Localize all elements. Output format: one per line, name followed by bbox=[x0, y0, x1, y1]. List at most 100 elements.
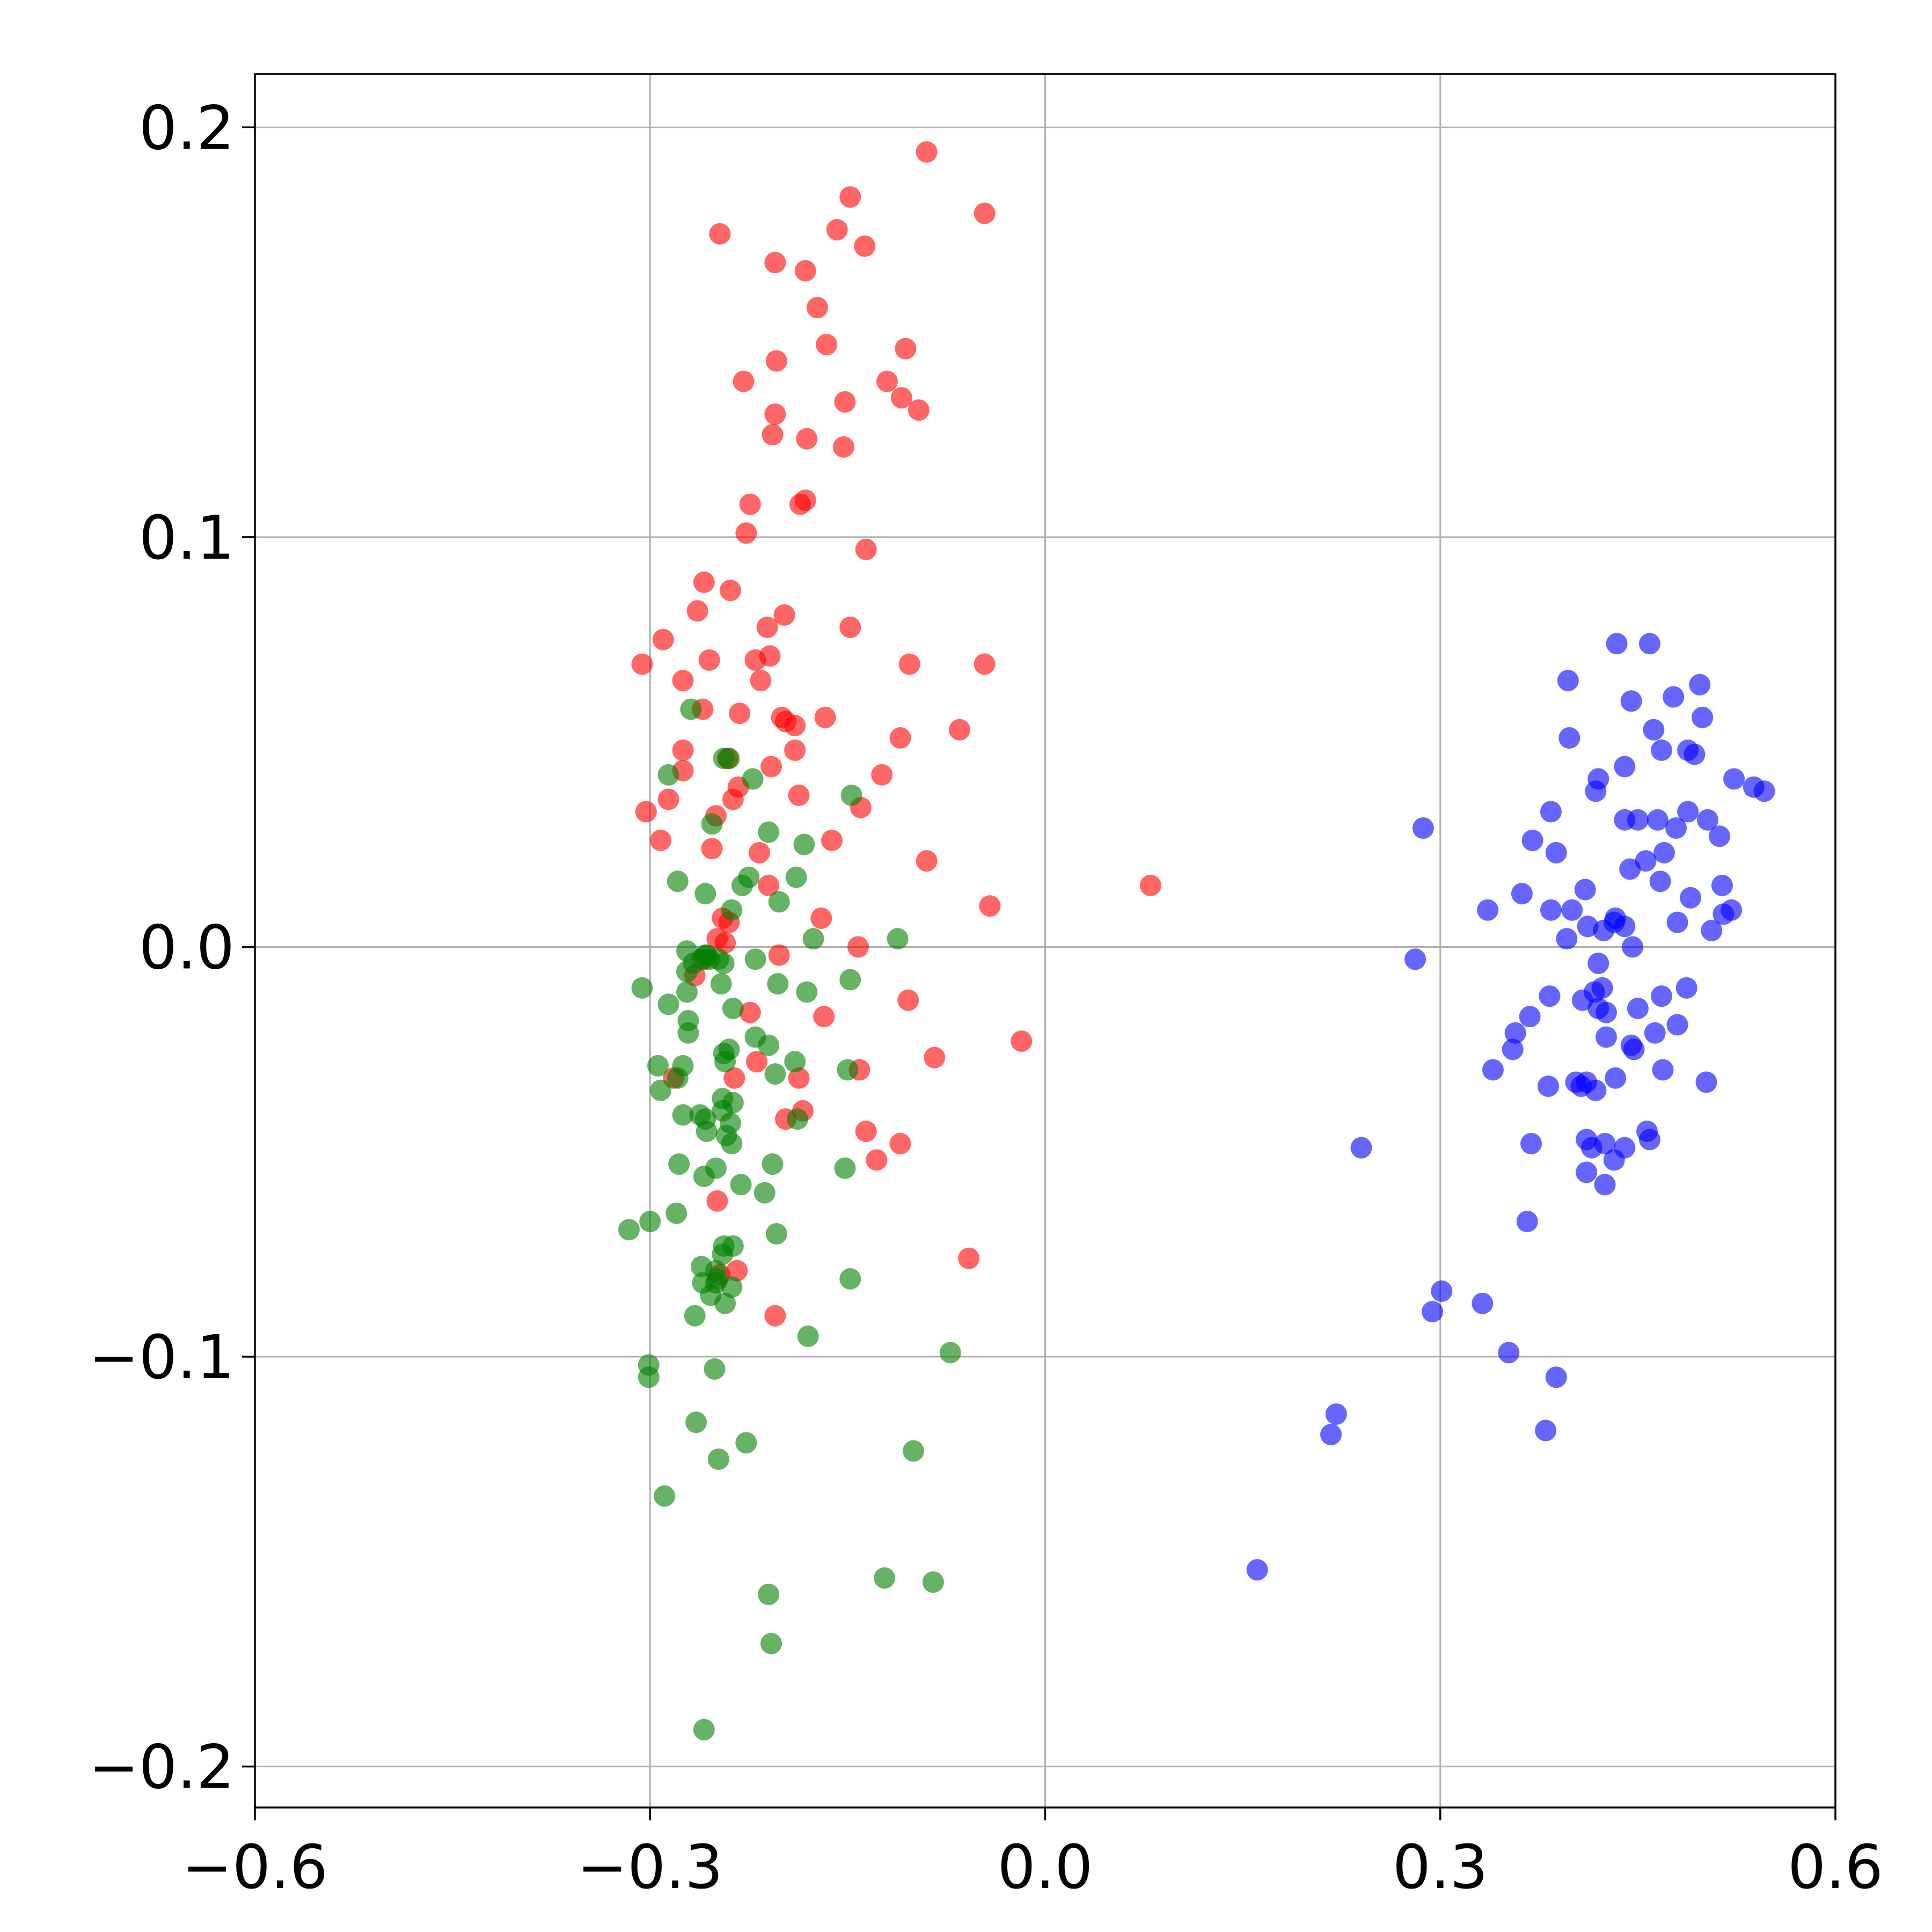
data-point bbox=[979, 895, 1001, 917]
x-tick-label: 0.0 bbox=[997, 1833, 1093, 1902]
data-point bbox=[1516, 1211, 1538, 1233]
data-point bbox=[1753, 780, 1775, 802]
data-point bbox=[748, 841, 770, 863]
data-point bbox=[753, 1182, 775, 1204]
data-point bbox=[693, 1718, 715, 1740]
data-point bbox=[1557, 670, 1579, 692]
data-point bbox=[847, 936, 869, 958]
data-point bbox=[855, 538, 877, 560]
y-tick-label: −0.2 bbox=[89, 1733, 235, 1803]
data-point bbox=[1431, 1280, 1453, 1302]
points bbox=[618, 141, 1775, 1740]
data-point bbox=[908, 399, 930, 421]
data-point bbox=[1537, 1075, 1559, 1097]
data-point bbox=[676, 961, 698, 983]
data-point bbox=[814, 706, 836, 728]
data-point bbox=[685, 1411, 707, 1433]
data-point bbox=[897, 989, 919, 1011]
data-point bbox=[680, 698, 702, 720]
data-point bbox=[1574, 879, 1596, 901]
data-point bbox=[1593, 919, 1615, 941]
data-point bbox=[1689, 674, 1711, 696]
data-point bbox=[1011, 1030, 1033, 1052]
data-point bbox=[1646, 809, 1668, 831]
data-point bbox=[631, 977, 653, 999]
y-tick-label: 0.0 bbox=[139, 913, 235, 983]
data-point bbox=[652, 628, 674, 650]
data-point bbox=[974, 202, 996, 224]
data-point bbox=[916, 141, 938, 163]
data-point bbox=[788, 1067, 810, 1089]
data-point bbox=[657, 788, 679, 810]
data-point bbox=[1651, 985, 1673, 1007]
data-point bbox=[713, 952, 735, 974]
data-point bbox=[1711, 874, 1733, 896]
data-point bbox=[1680, 887, 1702, 909]
data-point bbox=[1535, 1419, 1557, 1441]
data-point bbox=[739, 1001, 761, 1023]
data-point bbox=[767, 973, 789, 995]
data-point bbox=[1594, 1174, 1616, 1196]
data-point bbox=[698, 649, 720, 671]
data-point bbox=[721, 1132, 743, 1154]
data-point bbox=[1422, 1301, 1444, 1323]
data-point bbox=[722, 997, 744, 1019]
data-point bbox=[797, 1325, 819, 1347]
data-point bbox=[760, 756, 782, 778]
data-point bbox=[871, 764, 893, 786]
data-point bbox=[672, 739, 694, 761]
y-tick-label: 0.1 bbox=[139, 503, 235, 573]
data-point bbox=[916, 850, 938, 872]
x-tick-label: 0.6 bbox=[1788, 1833, 1883, 1902]
data-point bbox=[1571, 989, 1593, 1011]
data-point bbox=[1652, 1059, 1674, 1081]
data-point bbox=[765, 350, 787, 372]
data-point bbox=[672, 1104, 694, 1126]
data-point bbox=[672, 670, 694, 692]
data-point bbox=[1692, 706, 1714, 728]
data-point bbox=[1695, 1071, 1717, 1093]
data-point bbox=[722, 788, 744, 810]
data-point bbox=[618, 1219, 640, 1241]
data-point bbox=[750, 670, 772, 692]
data-point bbox=[922, 1571, 944, 1593]
data-point bbox=[1623, 1038, 1645, 1060]
data-point bbox=[1651, 739, 1673, 761]
data-point bbox=[758, 1034, 780, 1056]
data-point bbox=[758, 821, 780, 843]
data-point bbox=[806, 297, 828, 319]
data-point bbox=[810, 908, 832, 930]
data-point bbox=[714, 1292, 736, 1314]
data-point bbox=[1614, 756, 1636, 778]
data-point bbox=[1614, 916, 1636, 938]
series-2 bbox=[618, 698, 961, 1740]
data-point bbox=[696, 944, 718, 966]
data-point bbox=[762, 1153, 784, 1175]
data-point bbox=[784, 715, 806, 737]
data-point bbox=[654, 1485, 676, 1507]
data-point bbox=[1619, 858, 1641, 880]
data-point bbox=[706, 1190, 728, 1212]
data-point bbox=[667, 870, 689, 892]
data-point bbox=[889, 1132, 911, 1154]
data-point bbox=[839, 616, 861, 638]
data-point bbox=[840, 784, 862, 806]
data-point bbox=[1638, 1129, 1660, 1151]
data-point bbox=[854, 235, 876, 257]
data-point bbox=[758, 874, 780, 896]
data-point bbox=[1472, 1292, 1494, 1314]
data-point bbox=[657, 764, 679, 786]
data-point bbox=[693, 571, 715, 593]
data-point bbox=[839, 1268, 861, 1290]
data-point bbox=[821, 829, 843, 851]
data-point bbox=[722, 1092, 744, 1114]
data-point bbox=[1649, 870, 1671, 892]
data-point bbox=[759, 645, 781, 667]
data-point bbox=[939, 1342, 961, 1364]
data-point bbox=[696, 1121, 718, 1143]
data-point bbox=[1638, 633, 1660, 655]
data-point bbox=[1511, 883, 1533, 905]
data-point bbox=[730, 1174, 752, 1196]
data-point bbox=[1576, 1161, 1598, 1183]
